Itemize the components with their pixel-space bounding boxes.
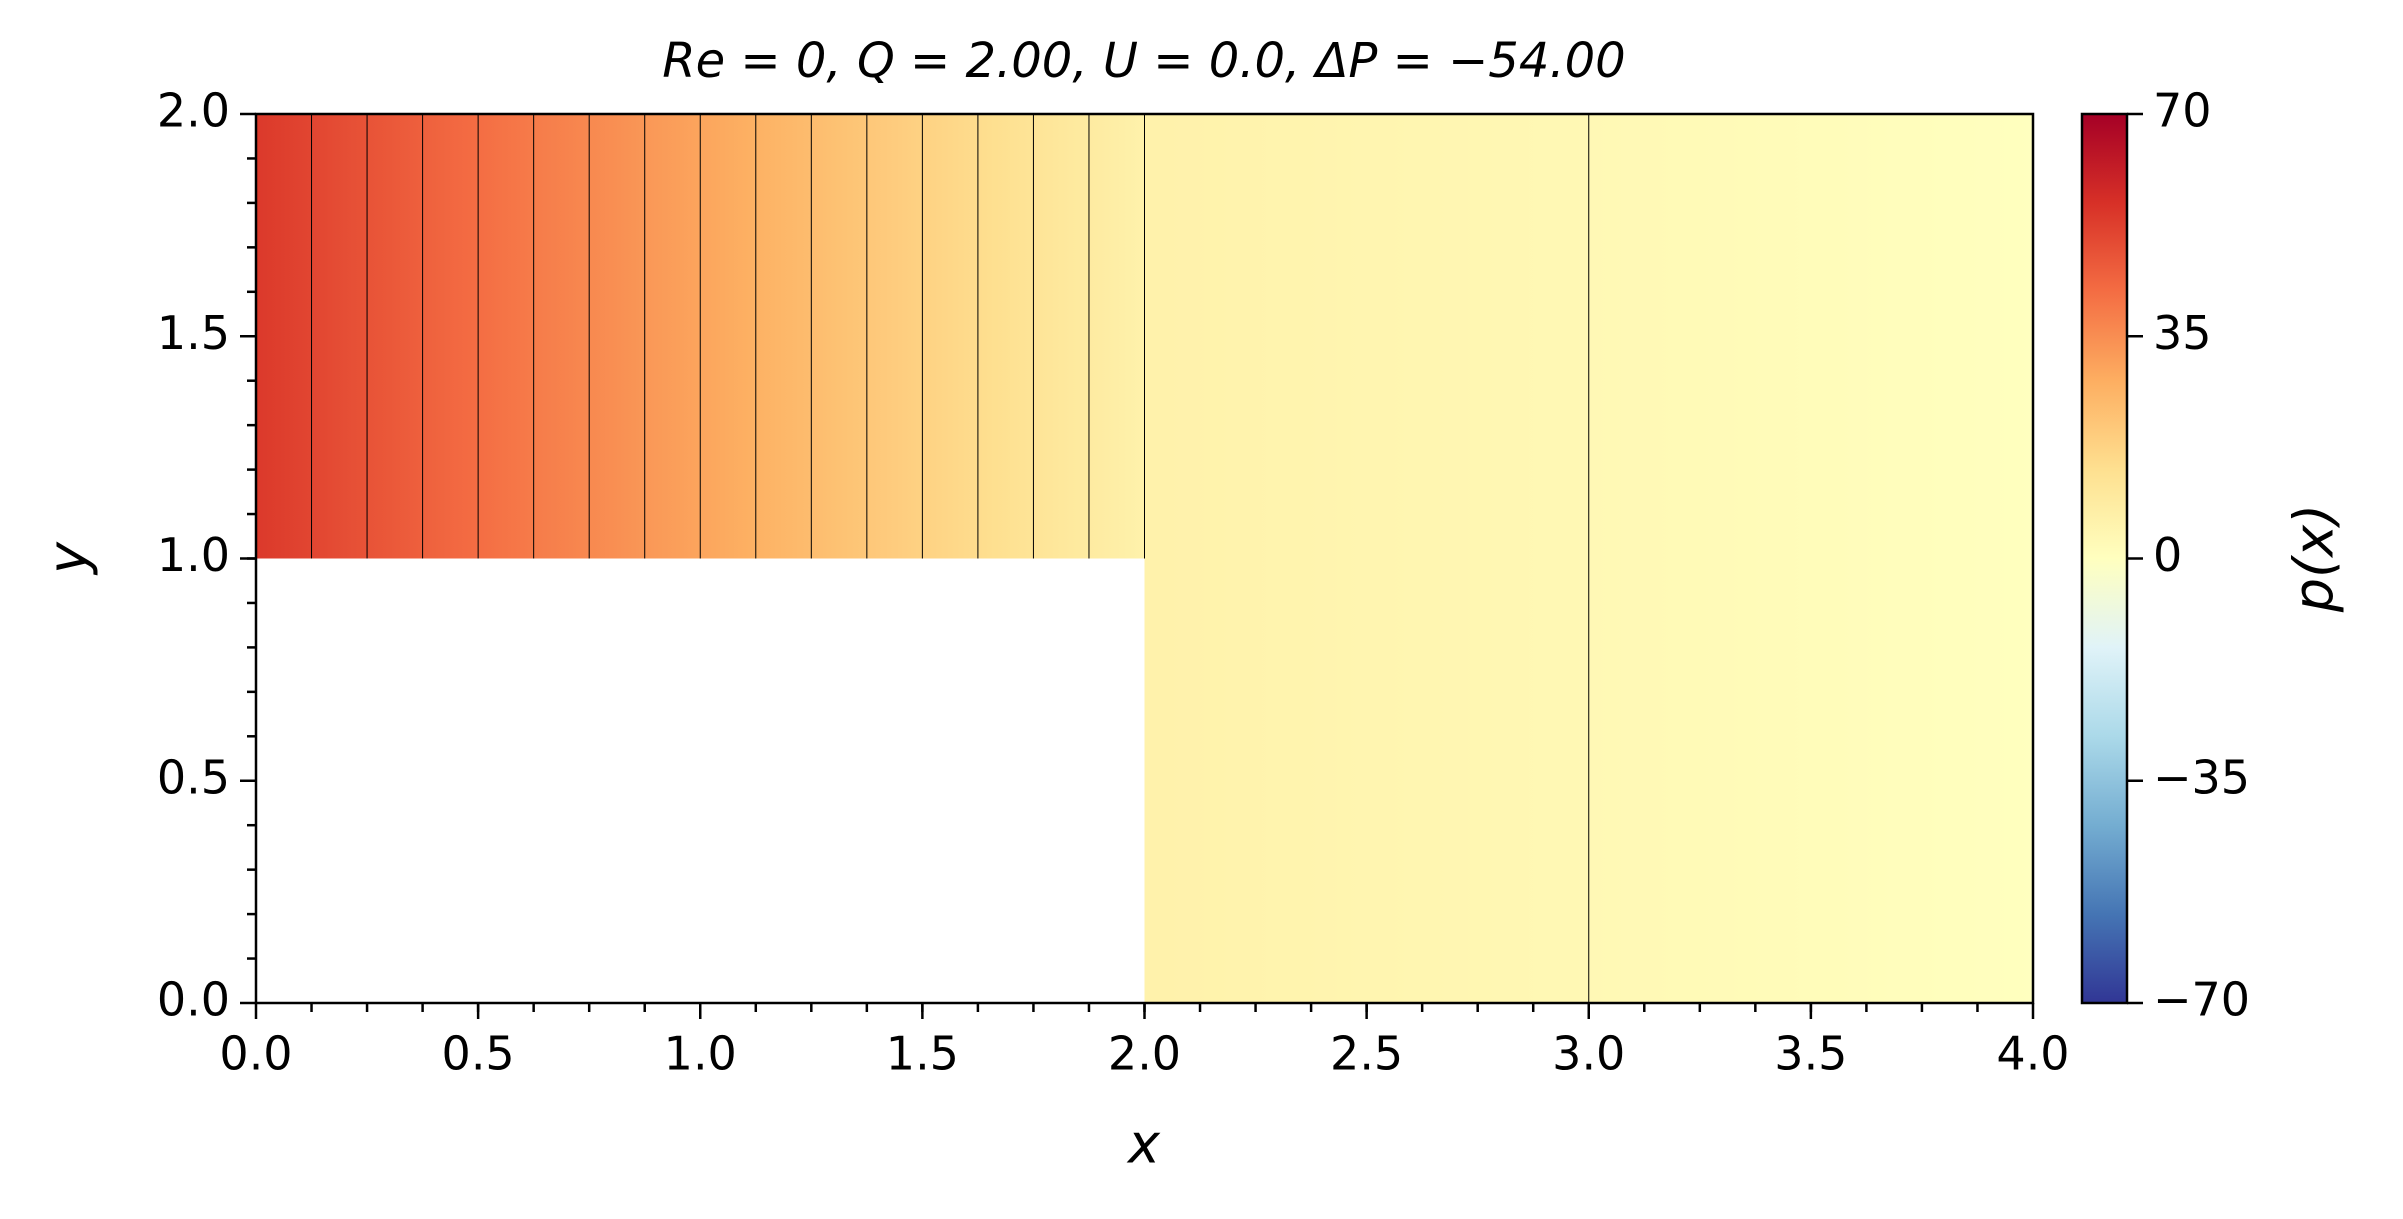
x-tick-label: 1.0	[664, 1027, 737, 1081]
x-tick-label: 4.0	[1996, 1027, 2069, 1081]
x-tick-label: 1.5	[886, 1027, 959, 1081]
y-tick-label: 0.0	[157, 973, 230, 1027]
x-tick-label: 0.0	[219, 1027, 292, 1081]
colorbar-tick-label: −35	[2153, 750, 2250, 804]
y-tick-label: 2.0	[157, 84, 230, 138]
y-tick-label: 0.5	[157, 750, 230, 804]
y-tick-label: 1.0	[157, 528, 230, 582]
colorbar-label: p(x)	[2283, 504, 2346, 613]
x-tick-label: 2.0	[1108, 1027, 1181, 1081]
x-axis-label: x	[1126, 1113, 1161, 1176]
colorbar-tick-label: 70	[2153, 84, 2212, 138]
x-tick-label: 0.5	[442, 1027, 515, 1081]
colorbar-tick-label: 0	[2153, 528, 2182, 582]
x-tick-label: 3.5	[1774, 1027, 1847, 1081]
colorbar-tick-label: 35	[2153, 306, 2212, 360]
x-tick-label: 2.5	[1330, 1027, 1403, 1081]
colorbar	[2080, 112, 2129, 1005]
colorbar-tick-label: −70	[2153, 973, 2250, 1027]
y-axis-label: y	[37, 541, 100, 576]
y-tick-label: 1.5	[157, 306, 230, 360]
chart-title: Re = 0, Q = 2.00, U = 0.0, ΔP = −54.00	[662, 33, 1625, 89]
x-tick-label: 3.0	[1552, 1027, 1625, 1081]
